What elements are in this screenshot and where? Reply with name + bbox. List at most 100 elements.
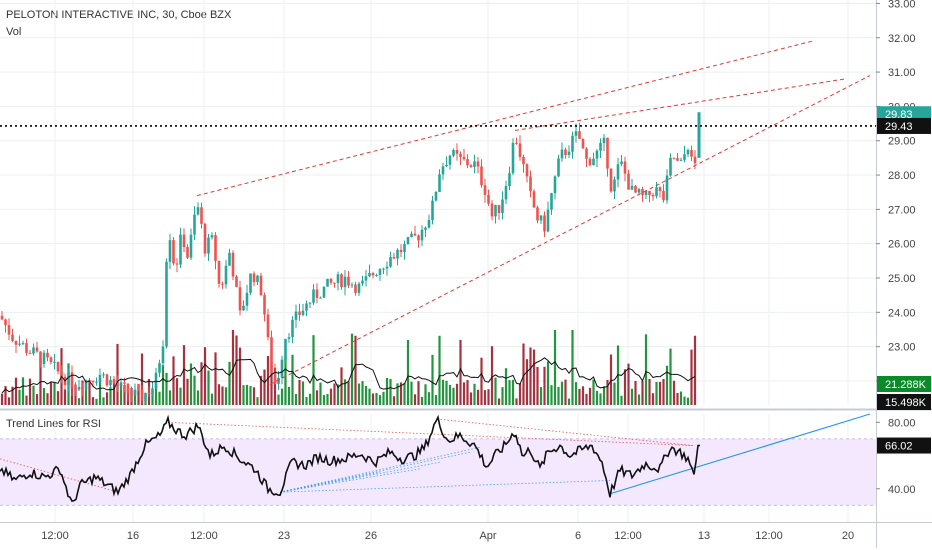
volume-bar [676, 393, 679, 405]
price-candle [543, 215, 546, 232]
volume-bar [410, 381, 413, 405]
time-axis-label: 20 [842, 530, 854, 542]
time-axis-label: 12:00 [614, 530, 642, 542]
rsi-trend-line [279, 480, 611, 493]
price-candle [182, 234, 186, 248]
volume-bar [392, 396, 396, 405]
volume-bar [357, 383, 361, 405]
price-candle [679, 159, 683, 161]
volume-bar [483, 390, 487, 405]
volume-bar [476, 389, 480, 405]
price-candle [567, 151, 571, 155]
price-candle [487, 194, 490, 204]
price-candle [403, 244, 406, 253]
price-candle [630, 185, 634, 190]
price-candle [595, 150, 599, 159]
price-candle [280, 359, 284, 378]
price-candle [294, 311, 298, 320]
volume-bar [634, 380, 637, 405]
price-candle [151, 388, 154, 395]
time-axis-label: 13 [698, 530, 710, 542]
volume-bar [280, 388, 284, 405]
price-candle [662, 190, 665, 201]
price-candle [7, 325, 11, 335]
price-candle [553, 176, 557, 194]
volume-bar [553, 330, 557, 405]
price-candle [368, 272, 371, 277]
volume-bar [518, 383, 522, 405]
price-candle [683, 154, 686, 160]
volume-bar [287, 386, 291, 405]
price-candle [539, 215, 543, 221]
volume-bar [301, 381, 305, 405]
rsi-band [0, 438, 876, 506]
volume-bar [182, 345, 186, 405]
volume-bar [11, 386, 14, 405]
price-candle [305, 303, 308, 311]
volume-bar [95, 398, 98, 405]
rsi-axis-label: 40.00 [888, 484, 916, 496]
price-candle [434, 191, 438, 201]
price-candle [606, 137, 609, 169]
volume-bar [501, 387, 504, 405]
volume-bar [550, 385, 553, 405]
price-axis-label: 23.00 [888, 342, 916, 354]
volume-bar [347, 381, 350, 405]
volume-bar [469, 392, 473, 405]
price-candle [32, 347, 35, 354]
price-axis-label: 33.00 [888, 0, 916, 10]
price-candle [326, 278, 329, 287]
volume-bar [487, 389, 490, 405]
volume-bar [207, 370, 210, 405]
volume-bar [599, 393, 602, 405]
price-candle [0, 315, 4, 320]
price-candle [522, 156, 525, 165]
volume-bar [546, 361, 550, 405]
volume-bar [613, 382, 616, 405]
price-candle [648, 190, 651, 196]
volume-bar [578, 388, 581, 405]
price-candle [438, 174, 441, 192]
price-level-marker: 29.43 [885, 121, 913, 133]
volume-bar [536, 366, 539, 405]
volume-bar [256, 397, 259, 405]
price-candle [441, 166, 445, 175]
volume-bar [298, 379, 301, 405]
price-candle [399, 249, 403, 253]
volume-bar [438, 335, 441, 405]
price-candle [67, 372, 70, 386]
volume-bar [466, 380, 469, 405]
volume-bar [424, 384, 427, 405]
volume-bar [413, 394, 417, 405]
volume-bar [494, 377, 497, 405]
price-candle [518, 143, 522, 157]
price-candle [277, 377, 280, 384]
volume-bar [480, 357, 483, 405]
volume-bar [112, 379, 116, 405]
volume-bar [84, 388, 88, 405]
price-candle [413, 233, 417, 236]
rsi-trend-line [279, 468, 421, 493]
volume-bar [564, 379, 567, 405]
price-axis-label: 25.00 [888, 273, 916, 285]
volume-bar [644, 334, 648, 405]
price-axis-label: 32.00 [888, 33, 916, 45]
volume-bar [574, 382, 578, 405]
volume-bar [522, 343, 525, 405]
volume-bar [385, 378, 389, 405]
volume-bar [462, 382, 466, 405]
price-candle [98, 374, 102, 382]
volume-bar [329, 388, 333, 405]
volume-bar [196, 390, 200, 405]
volume-bar [403, 383, 406, 405]
volume-bar [473, 383, 476, 405]
price-candle-last [697, 112, 701, 158]
price-candle [571, 135, 574, 152]
price-candle [613, 179, 616, 192]
price-candle [217, 260, 221, 284]
price-candle [53, 361, 56, 363]
volume-bar [193, 375, 196, 405]
volume-bar [189, 363, 193, 405]
volume-bar [305, 396, 308, 405]
